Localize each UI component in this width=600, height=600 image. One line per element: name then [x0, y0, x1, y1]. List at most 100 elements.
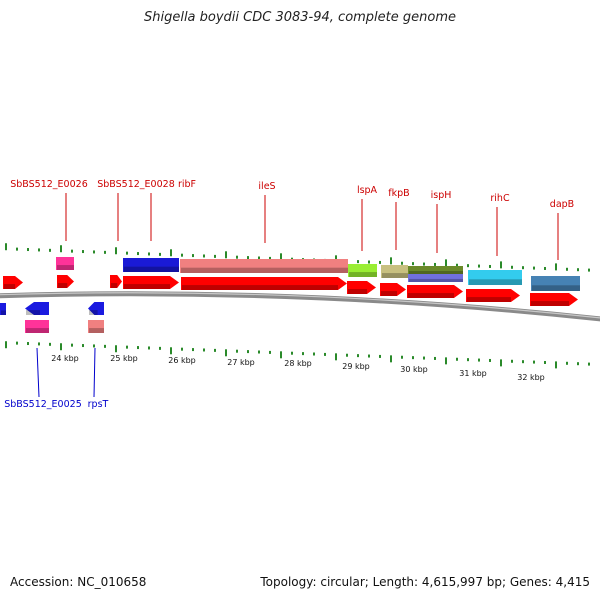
- cds-reverse-1-bottom-shade: [1, 310, 6, 315]
- cds-reverse-3: [88, 302, 104, 315]
- cds-forward-10-body: [530, 293, 578, 306]
- genome-backbone-highlight: [0, 292, 600, 319]
- gene-label-top: ispH: [431, 190, 452, 201]
- gene-label-top: SbBS512_E0026: [10, 179, 88, 190]
- gene-label-top: fkpB: [388, 188, 409, 199]
- feature-rihc-body: [468, 270, 522, 285]
- cds-forward-2-bottom-shade: [58, 283, 68, 288]
- feature-lspa: [348, 264, 377, 277]
- cds-reverse-2-body: [25, 302, 49, 315]
- cds-forward-3-bottom-shade: [111, 283, 118, 288]
- genome-backbone: [0, 291, 600, 322]
- feature-sbbs512-e0025-bottom-shade: [26, 328, 49, 333]
- feature-ribf-bottom-shade: [124, 266, 179, 272]
- cds-forward-8: [407, 285, 463, 298]
- label-callouts: [36, 193, 559, 398]
- cds-forward-4: [123, 276, 179, 289]
- feature-sbbs512-e0026: [56, 257, 74, 270]
- cds-forward-1-bottom-shade: [4, 284, 15, 289]
- feature-rihc-bottom-shade: [469, 279, 522, 285]
- feature-isph-second: [408, 274, 463, 282]
- scale-label: 32 kbp: [517, 373, 545, 382]
- bottom-tick-marks: [5, 341, 590, 369]
- scale-label: 27 kbp: [227, 358, 255, 367]
- feature-fkpb: [381, 265, 408, 278]
- scale-label: 29 kbp: [342, 362, 370, 371]
- callout-line-bottom: [36, 347, 40, 398]
- feature-track: [0, 257, 580, 333]
- feature-lspa-body: [348, 264, 377, 277]
- feature-ribf-body: [123, 258, 179, 272]
- cds-forward-2: [57, 275, 74, 288]
- scale-label: 28 kbp: [284, 359, 312, 368]
- feature-iles-body: [180, 259, 348, 273]
- feature-lspa-bottom-shade: [349, 272, 377, 277]
- feature-isph: [408, 266, 463, 274]
- cds-forward-6: [347, 281, 376, 294]
- feature-isph-second-bottom-shade: [409, 278, 463, 282]
- gene-labels: SbBS512_E0026 SbBS512_E0028 ribF ileS lspA fk…: [4, 179, 574, 410]
- feature-dapb-bottom-shade: [532, 285, 580, 291]
- cds-reverse-3-body: [88, 302, 104, 315]
- cds-forward-9-body: [466, 289, 520, 302]
- feature-dapb: [531, 276, 580, 291]
- genome-summary-text: Topology: circular; Length: 4,615,997 bp…: [260, 575, 590, 589]
- cds-forward-3-body: [110, 275, 122, 288]
- cds-reverse-2: [25, 302, 49, 315]
- cds-forward-10-bottom-shade: [531, 301, 569, 306]
- cds-forward-5-body: [181, 277, 347, 290]
- cds-forward-1-body: [3, 276, 23, 289]
- feature-rihc: [468, 270, 522, 285]
- feature-isph-bottom-shade: [409, 270, 463, 274]
- scale-label: 26 kbp: [168, 356, 196, 365]
- scale-label: 24 kbp: [51, 354, 79, 363]
- cds-forward-4-bottom-shade: [124, 284, 170, 289]
- feature-fkpb-body: [381, 265, 408, 278]
- feature-rpst-body: [88, 320, 104, 333]
- cds-reverse-3-bottom-shade: [89, 310, 98, 315]
- gene-label-top: rihC: [490, 193, 510, 204]
- feature-iles-bottom-shade: [181, 267, 348, 273]
- cds-forward-10: [530, 293, 578, 306]
- gene-label-bottom: rpsT: [88, 399, 109, 410]
- cds-forward-5-bottom-shade: [182, 285, 338, 290]
- cds-forward-8-bottom-shade: [408, 293, 454, 298]
- scale-label: 30 kbp: [400, 365, 428, 374]
- cds-forward-3: [110, 275, 122, 288]
- feature-rpst-bottom-shade: [89, 328, 104, 333]
- gene-label-top: lspA: [357, 185, 378, 196]
- cds-forward-4-body: [123, 276, 179, 289]
- feature-iles: [180, 259, 348, 273]
- gene-label-top: SbBS512_E0028: [97, 179, 175, 190]
- cds-forward-8-body: [407, 285, 463, 298]
- accession-text: Accession: NC_010658: [10, 575, 147, 589]
- cds-forward-7-bottom-shade: [381, 291, 397, 296]
- feature-rpst: [88, 320, 104, 333]
- callout-line-bottom: [93, 347, 96, 398]
- feature-isph-second-body: [408, 274, 463, 282]
- feature-sbbs512-e0025-body: [25, 320, 49, 333]
- cds-reverse-1-body: [0, 303, 6, 315]
- scale-label: 31 kbp: [459, 369, 487, 378]
- cds-forward-9-bottom-shade: [467, 297, 511, 302]
- scale-label: 25 kbp: [110, 354, 138, 363]
- gene-label-top: ribF: [178, 179, 196, 190]
- feature-fkpb-bottom-shade: [382, 273, 408, 278]
- cds-reverse-1: [0, 303, 6, 315]
- gene-label-top: ileS: [258, 181, 275, 192]
- feature-sbbs512-e0026-bottom-shade: [57, 265, 74, 270]
- feature-dapb-body: [531, 276, 580, 291]
- cds-forward-7: [380, 283, 406, 296]
- feature-isph-body: [408, 266, 463, 274]
- gene-label-bottom: SbBS512_E0025: [4, 399, 82, 410]
- scale-labels: 24 kbp 25 kbp 26 kbp 27 kbp 28 kbp 29 kbp 30 k…: [51, 354, 545, 382]
- cds-forward-1: [3, 276, 23, 289]
- cds-reverse-2-bottom-shade: [26, 310, 40, 315]
- top-tick-marks: [5, 243, 590, 272]
- cds-forward-5: [181, 277, 347, 290]
- cds-forward-2-body: [57, 275, 74, 288]
- cds-forward-9: [466, 289, 520, 302]
- cds-forward-6-bottom-shade: [348, 289, 367, 294]
- feature-sbbs512-e0026-body: [56, 257, 74, 270]
